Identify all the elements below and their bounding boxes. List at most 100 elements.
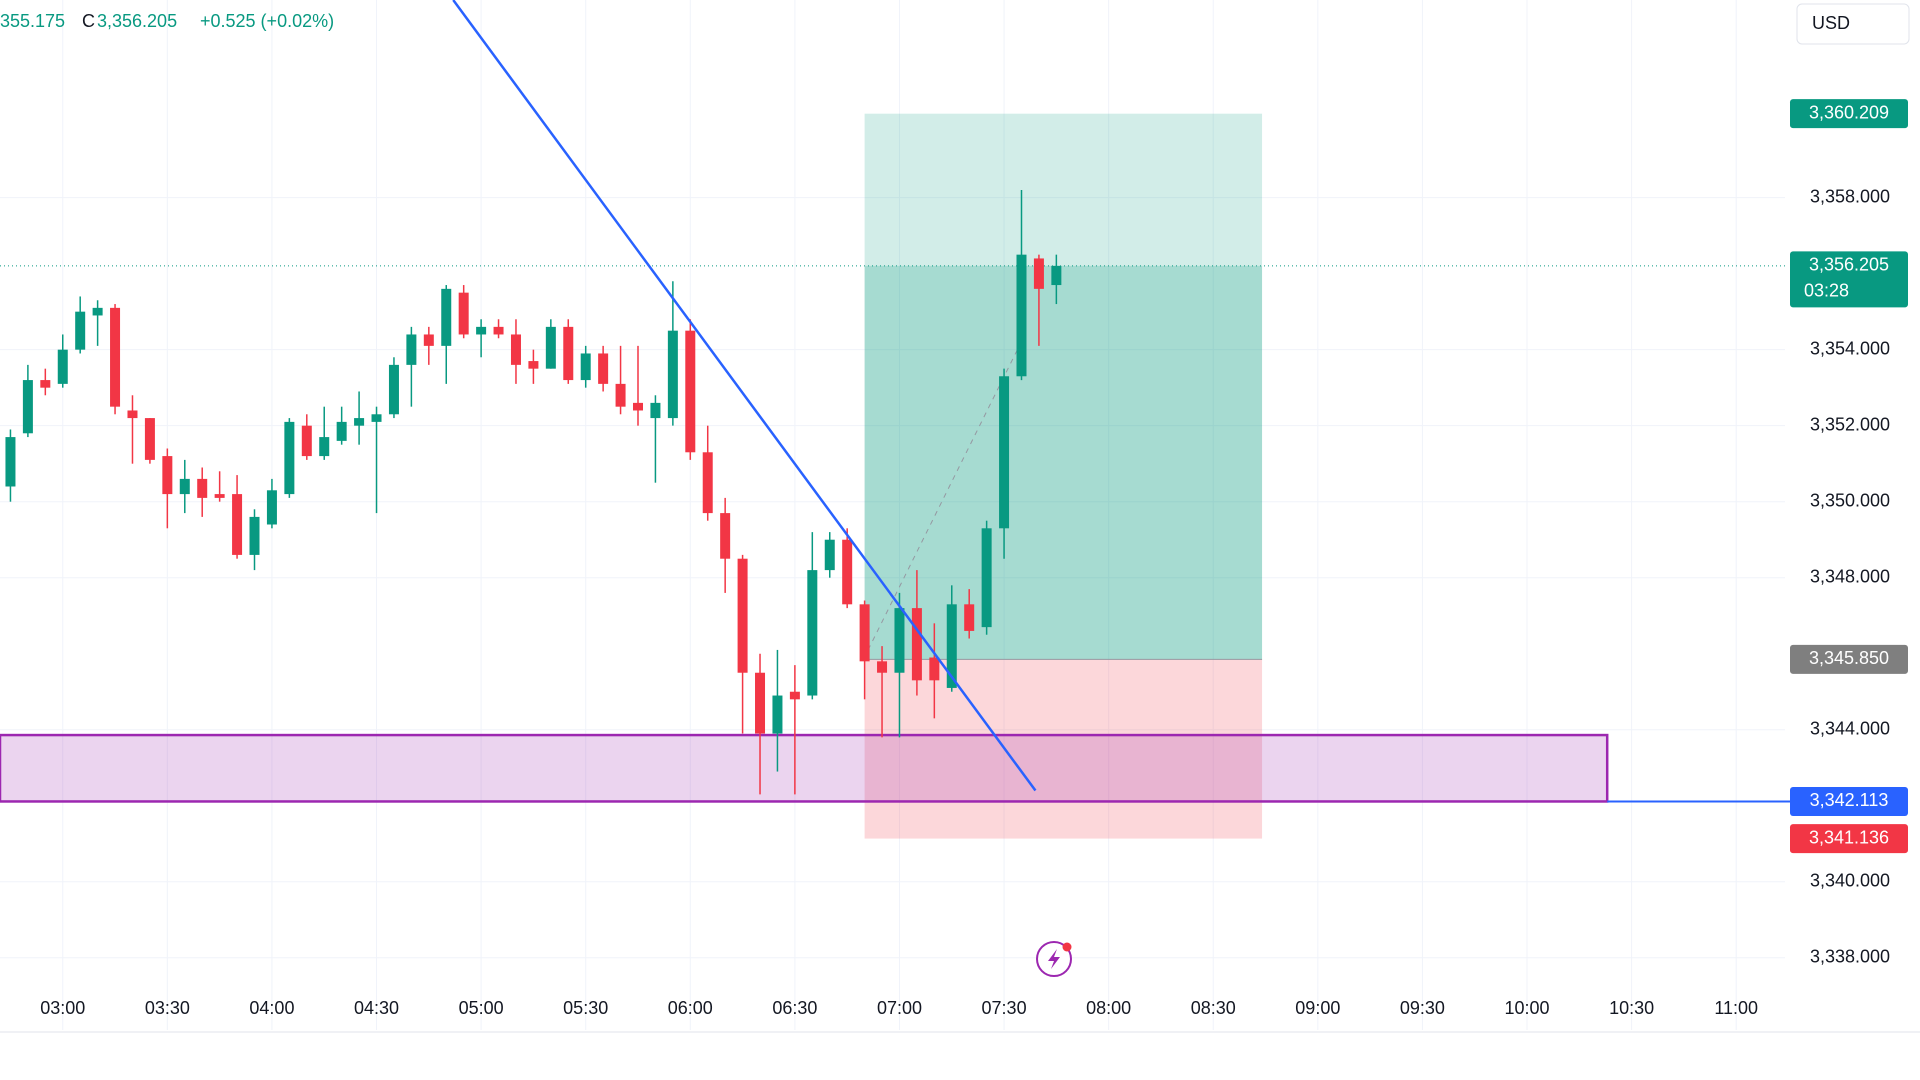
candle-body [1033,258,1044,289]
candle-body [301,425,312,457]
x-tick-label: 08:30 [1191,998,1236,1018]
candle-body [371,414,382,422]
price-label: 3,356.205 [1809,255,1889,275]
lightning-icon[interactable] [1036,941,1072,977]
price-label: 3,360.209 [1809,102,1889,122]
y-tick-label: 3,350.000 [1810,490,1890,510]
candle-body [842,539,853,605]
x-tick-label: 11:00 [1714,998,1758,1018]
candle-body [755,672,766,734]
candle-body [144,418,155,460]
x-tick-label: 06:00 [668,998,713,1018]
candle-body [388,364,399,415]
header-close-label: C [82,11,95,31]
candle-body [493,326,504,335]
candle-body [580,353,591,381]
x-tick-label: 09:00 [1295,998,1340,1018]
candle-body [22,380,33,434]
position-target-zone [864,113,1263,660]
candle-body [789,691,800,700]
candle-body [632,402,643,411]
candle-body [824,539,835,571]
candle-body [75,311,86,350]
candle-body [737,558,748,673]
candle-body [877,661,888,673]
candle-body [685,330,696,453]
candle-body [127,410,138,419]
y-tick-label: 3,358.000 [1810,186,1890,206]
y-tick-label: 3,352.000 [1810,414,1890,434]
candle-body [458,292,469,335]
price-label-box [1790,824,1908,854]
candle-body [702,452,713,514]
x-tick-label: 05:30 [563,998,608,1018]
candle-body [336,421,347,441]
x-tick-label: 03:30 [145,998,190,1018]
price-label-countdown: 03:28 [1804,281,1849,301]
candle-body [441,288,452,346]
x-tick-label: 06:30 [772,998,817,1018]
candle-body [964,604,975,631]
x-tick-label: 09:30 [1400,998,1445,1018]
x-tick-label: 04:30 [354,998,399,1018]
position-profit-fill [864,265,1263,660]
candle-body [911,608,922,681]
candle-body [598,353,609,384]
header-open: 355.175 [0,11,65,31]
candle-body [249,516,260,555]
candle-body [894,608,905,673]
candle-body [179,478,190,495]
candle-body [319,437,330,457]
y-tick-label: 3,338.000 [1810,947,1890,967]
currency-box[interactable] [1796,3,1910,45]
candle-body [40,380,51,388]
candle-body [266,490,277,525]
plot-area [0,0,1785,1030]
price-label-box [1790,251,1908,308]
price-label-box [1790,786,1908,816]
x-tick-label: 07:00 [877,998,922,1018]
y-tick-label: 3,348.000 [1810,566,1890,586]
candle-body [929,657,940,681]
candle-body [197,478,208,498]
candle-body [545,326,556,369]
x-tick-label: 10:00 [1504,998,1549,1018]
candle-body [772,695,783,734]
candle-body [284,421,295,495]
candle-body [162,456,173,495]
x-tick-label: 08:00 [1086,998,1131,1018]
candle-body [999,376,1010,529]
x-tick-label: 10:30 [1609,998,1654,1018]
candle-body [232,494,243,555]
price-axis: 3,338.000 3,340.000 3,344.000 3,348.000 3,35… [1790,99,1908,967]
candle-body [92,307,103,316]
header-change: +0.525 (+0.02%) [200,11,334,31]
candle-body [423,334,434,346]
candle-body [214,494,225,498]
trend-line [452,0,1037,792]
candle-body [720,513,731,559]
candle-body [5,437,16,487]
candle-body [354,418,365,426]
candle-body [528,361,539,369]
y-tick-label: 3,354.000 [1810,338,1890,358]
candle-body [563,326,574,381]
candle-body [615,383,626,407]
candle-body [981,528,992,628]
candle-body [859,604,870,662]
y-tick-label: 3,340.000 [1810,871,1890,891]
candle-body [57,349,68,384]
position-path [867,334,1026,651]
candle-body [476,326,487,335]
currency: USD [1812,13,1850,33]
x-tick-label: 03:00 [40,998,85,1018]
x-tick-label: 07:30 [982,998,1027,1018]
price-label: 3,341.136 [1809,827,1889,847]
price-label: 3,342.113 [1810,790,1889,810]
header-close: 3,356.205 [97,11,177,31]
x-tick-label: 04:00 [249,998,294,1018]
candle-body [667,330,678,419]
y-tick-label: 3,344.000 [1810,718,1890,738]
